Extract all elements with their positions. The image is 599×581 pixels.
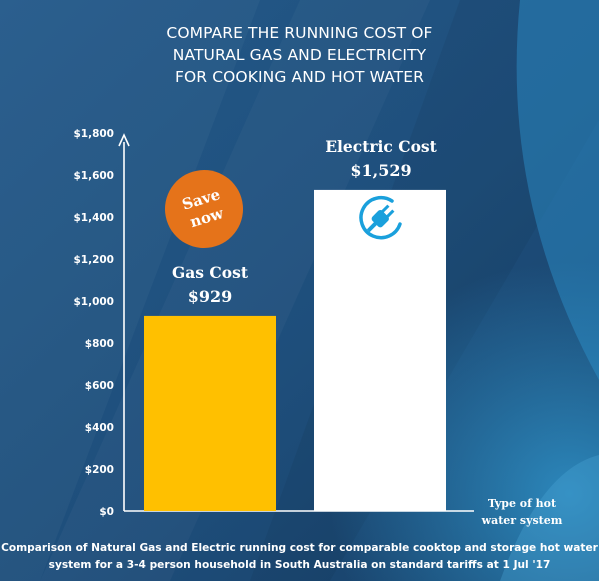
y-tick-label: $1,000 xyxy=(73,296,114,308)
value-label: $1,529 xyxy=(350,161,411,180)
y-tick-label: $600 xyxy=(85,380,114,392)
y-tick-label: $1,600 xyxy=(73,170,114,182)
y-tick-label: $1,400 xyxy=(73,212,114,224)
category-label: Gas Cost xyxy=(172,263,249,282)
plug-prong xyxy=(385,209,395,218)
bar-electric-cost xyxy=(314,189,446,511)
chart-title-line: COMPARE THE RUNNING COST OF xyxy=(166,24,433,42)
plug-ring xyxy=(359,195,402,240)
y-axis-arrow xyxy=(118,133,130,147)
y-tick-label: $0 xyxy=(99,506,114,518)
y-tick-label: $1,200 xyxy=(73,254,114,266)
electric-plug-icon xyxy=(359,195,402,240)
y-tick-label: $800 xyxy=(85,338,114,350)
y-tick-label: $400 xyxy=(85,422,114,434)
plug-body xyxy=(366,204,395,233)
y-tick-label: $200 xyxy=(85,464,114,476)
plug-cord xyxy=(366,221,378,233)
chart-value-labels: Gas Cost $929 Electric Cost $1,529 xyxy=(172,137,438,306)
chart-title-line: FOR COOKING AND HOT WATER xyxy=(174,68,425,86)
value-label: $929 xyxy=(188,287,233,306)
chart-title: COMPARE THE RUNNING COST OF NATURAL GAS … xyxy=(0,22,599,88)
x-axis-title: Type of hot xyxy=(488,497,557,510)
y-tick-label: $1,800 xyxy=(73,128,114,140)
caption-line: Comparison of Natural Gas and Electric r… xyxy=(1,542,598,554)
chart-bars xyxy=(144,189,446,511)
plug-prong xyxy=(381,204,390,214)
chart-caption: Comparison of Natural Gas and Electric r… xyxy=(0,540,599,574)
category-label: Electric Cost xyxy=(325,137,437,156)
caption-line: system for a 3-4 person household in Sou… xyxy=(48,559,551,571)
x-axis-title: water system xyxy=(481,514,563,527)
chart-title-line: NATURAL GAS AND ELECTRICITY xyxy=(172,46,427,64)
bar-gas-cost xyxy=(144,315,276,511)
